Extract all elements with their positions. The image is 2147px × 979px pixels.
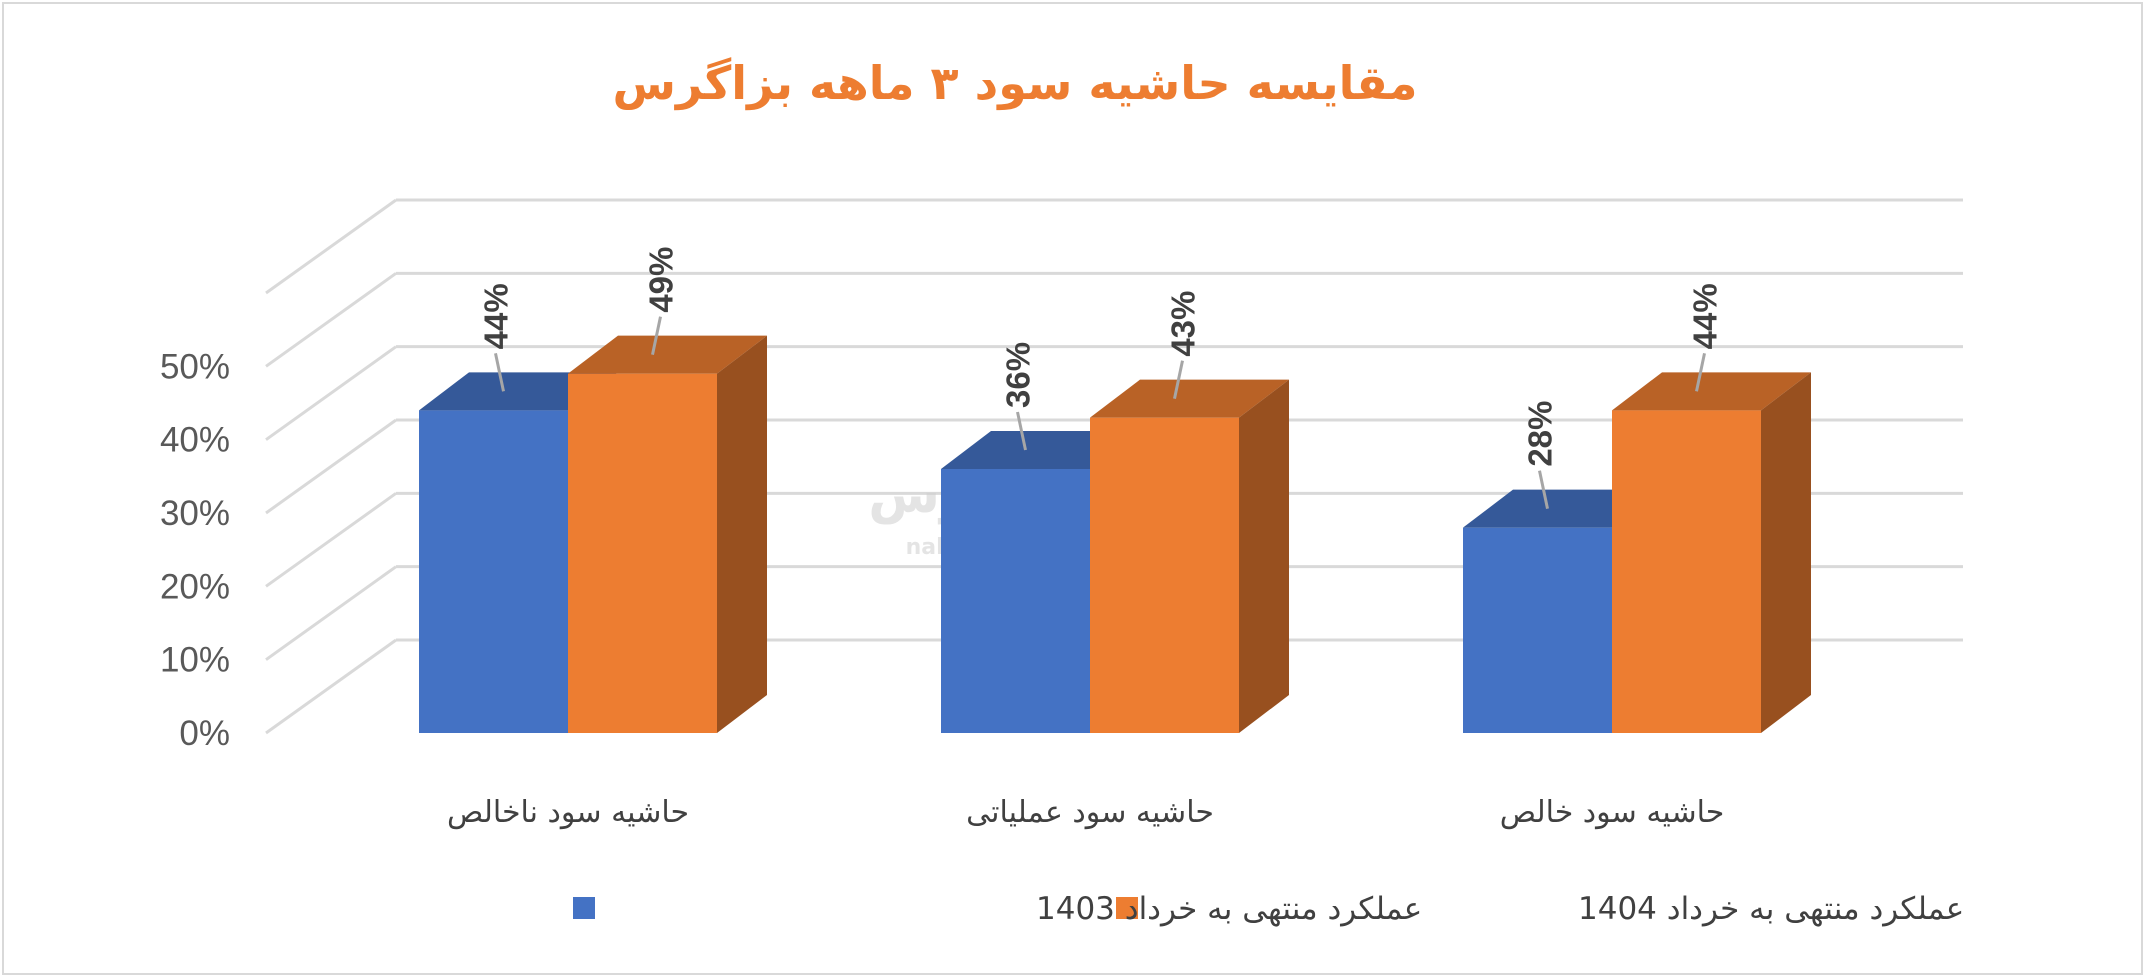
legend-label: عملکرد منتهی به خرداد 1403 — [1036, 891, 1422, 927]
bar-side-face — [1761, 372, 1811, 733]
bar-top-face — [568, 335, 767, 374]
leader-line — [1173, 360, 1184, 399]
x-tick-label: حاشیه سود خالص — [1500, 795, 1725, 830]
gridline-diagonal — [265, 565, 397, 661]
leader-line — [1538, 470, 1549, 509]
legend-swatch — [573, 897, 595, 919]
bar-side-face — [1239, 379, 1289, 733]
y-tick-label: 40% — [160, 421, 230, 460]
legend-swatch — [1116, 897, 1138, 919]
gridline-diagonal — [265, 345, 397, 441]
bar-front-face — [1090, 417, 1239, 733]
y-tick-label: 50% — [160, 347, 230, 386]
legend-label: عملکرد منتهی به خرداد 1404 — [1578, 891, 1964, 927]
bars — [419, 335, 1811, 733]
gridline-diagonal — [265, 418, 397, 515]
y-axis-ticks: 0% 10% 20% 30% 40% 50% — [160, 347, 230, 753]
bar-side-face — [717, 335, 767, 733]
x-axis-ticks: حاشیه سود ناخالص حاشیه سود عملیاتی حاشیه س… — [447, 795, 1724, 830]
data-label: 44% — [1687, 283, 1724, 349]
data-label: 44% — [478, 283, 515, 349]
data-label: 49% — [643, 247, 680, 313]
gridline-diagonal — [265, 198, 397, 295]
bar-front-face — [419, 410, 568, 733]
y-tick-label: 30% — [160, 494, 230, 533]
data-label: 28% — [1522, 401, 1559, 467]
legend: عملکرد منتهی به خرداد 1404 عملکرد منتهی ب… — [573, 891, 1964, 927]
data-labels: 44% 49% 36% 43% 28% 44% — [478, 247, 1724, 467]
leader-line — [1016, 411, 1027, 451]
bar-front-face — [568, 373, 717, 733]
y-tick-label: 10% — [160, 641, 230, 680]
gridline-diagonal — [265, 492, 397, 588]
bar-front-face — [1612, 410, 1761, 733]
y-tick-label: 20% — [160, 567, 230, 606]
leader-lines — [494, 316, 1706, 509]
data-label: 36% — [1000, 342, 1037, 408]
x-tick-label: حاشیه سود عملیاتی — [966, 795, 1214, 830]
bar-front-face — [941, 469, 1090, 733]
x-tick-label: حاشیه سود ناخالص — [447, 795, 689, 830]
leader-line — [651, 316, 662, 355]
chart-title: مقایسه حاشیه سود ۳ ماهه بزاگرس — [612, 56, 1417, 110]
gridline-diagonal — [265, 272, 397, 368]
leader-line — [494, 353, 505, 392]
gridline-diagonal — [265, 638, 397, 735]
bar-top-face — [1612, 372, 1811, 411]
y-tick-label: 0% — [179, 714, 230, 753]
bar-top-face — [1090, 379, 1289, 418]
leader-line — [1695, 353, 1706, 392]
data-label: 43% — [1165, 291, 1202, 357]
bar-front-face — [1463, 527, 1612, 733]
